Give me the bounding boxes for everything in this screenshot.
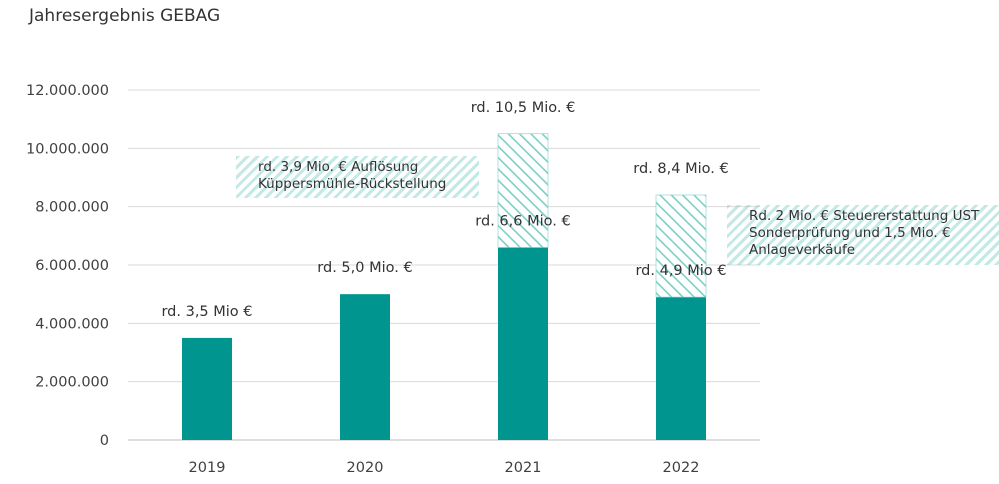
bar-segment-2022 — [655, 194, 707, 298]
x-tick-label: 2019 — [189, 460, 226, 476]
bar-2019 — [182, 337, 232, 440]
y-tick-label: 6.000.000 — [35, 258, 109, 274]
bar-2020 — [340, 294, 390, 440]
y-tick-label: 8.000.000 — [35, 200, 109, 216]
annotation-2021: rd. 3,9 Mio. € Auflösung Küppersmühle-Rü… — [258, 159, 446, 193]
bar-segment-2021 — [497, 133, 549, 248]
y-tick-label: 10.000.000 — [26, 141, 109, 157]
bar-value-label: rd. 8,4 Mio. € — [633, 161, 728, 177]
bar-value-label: rd. 10,5 Mio. € — [471, 100, 576, 116]
chart-title: Jahresergebnis GEBAG — [29, 6, 221, 26]
bar-2022 — [656, 297, 706, 440]
annotation-2022-line: Anlageverkäufe — [749, 242, 856, 258]
grid-lines — [128, 89, 760, 441]
bar-value-label: rd. 3,5 Mio € — [161, 304, 252, 320]
y-tick-label: 4.000.000 — [35, 316, 109, 332]
x-tick-label: 2021 — [505, 460, 542, 476]
bar-value-label: rd. 4,9 Mio € — [635, 263, 726, 279]
bar-labels: rd. 3,5 Mio € rd. 5,0 Mio. € rd. 6,6 Mio. … — [161, 100, 728, 320]
annotation-2021-line: rd. 3,9 Mio. € Auflösung — [258, 159, 419, 175]
y-tick-label: 0 — [100, 433, 109, 449]
annotation-2021-line: Küppersmühle-Rückstellung — [258, 176, 447, 192]
bar-2021 — [498, 247, 548, 440]
bar-value-label: rd. 6,6 Mio. € — [475, 214, 570, 230]
x-axis-ticks: 2019 2020 2021 2022 — [189, 460, 700, 476]
annotation-box-2021 — [236, 156, 479, 198]
annotation-2022: Rd. 2 Mio. € Steuererstattung UST Sonder… — [749, 208, 979, 259]
y-tick-label: 2.000.000 — [35, 375, 109, 391]
bar-value-label: rd. 5,0 Mio. € — [317, 260, 412, 276]
x-tick-label: 2020 — [347, 460, 384, 476]
y-tick-label: 12.000.000 — [26, 83, 109, 99]
x-tick-label: 2022 — [663, 460, 700, 476]
annotation-2022-line: Rd. 2 Mio. € Steuererstattung UST — [749, 208, 980, 224]
y-axis-ticks: 0 2.000.000 4.000.000 6.000.000 8.000.000 10.… — [26, 83, 109, 449]
bars — [182, 133, 707, 440]
annotation-2022-line: Sonderprüfung und 1,5 Mio. € — [749, 225, 951, 241]
annotation-box-2022 — [727, 205, 999, 265]
